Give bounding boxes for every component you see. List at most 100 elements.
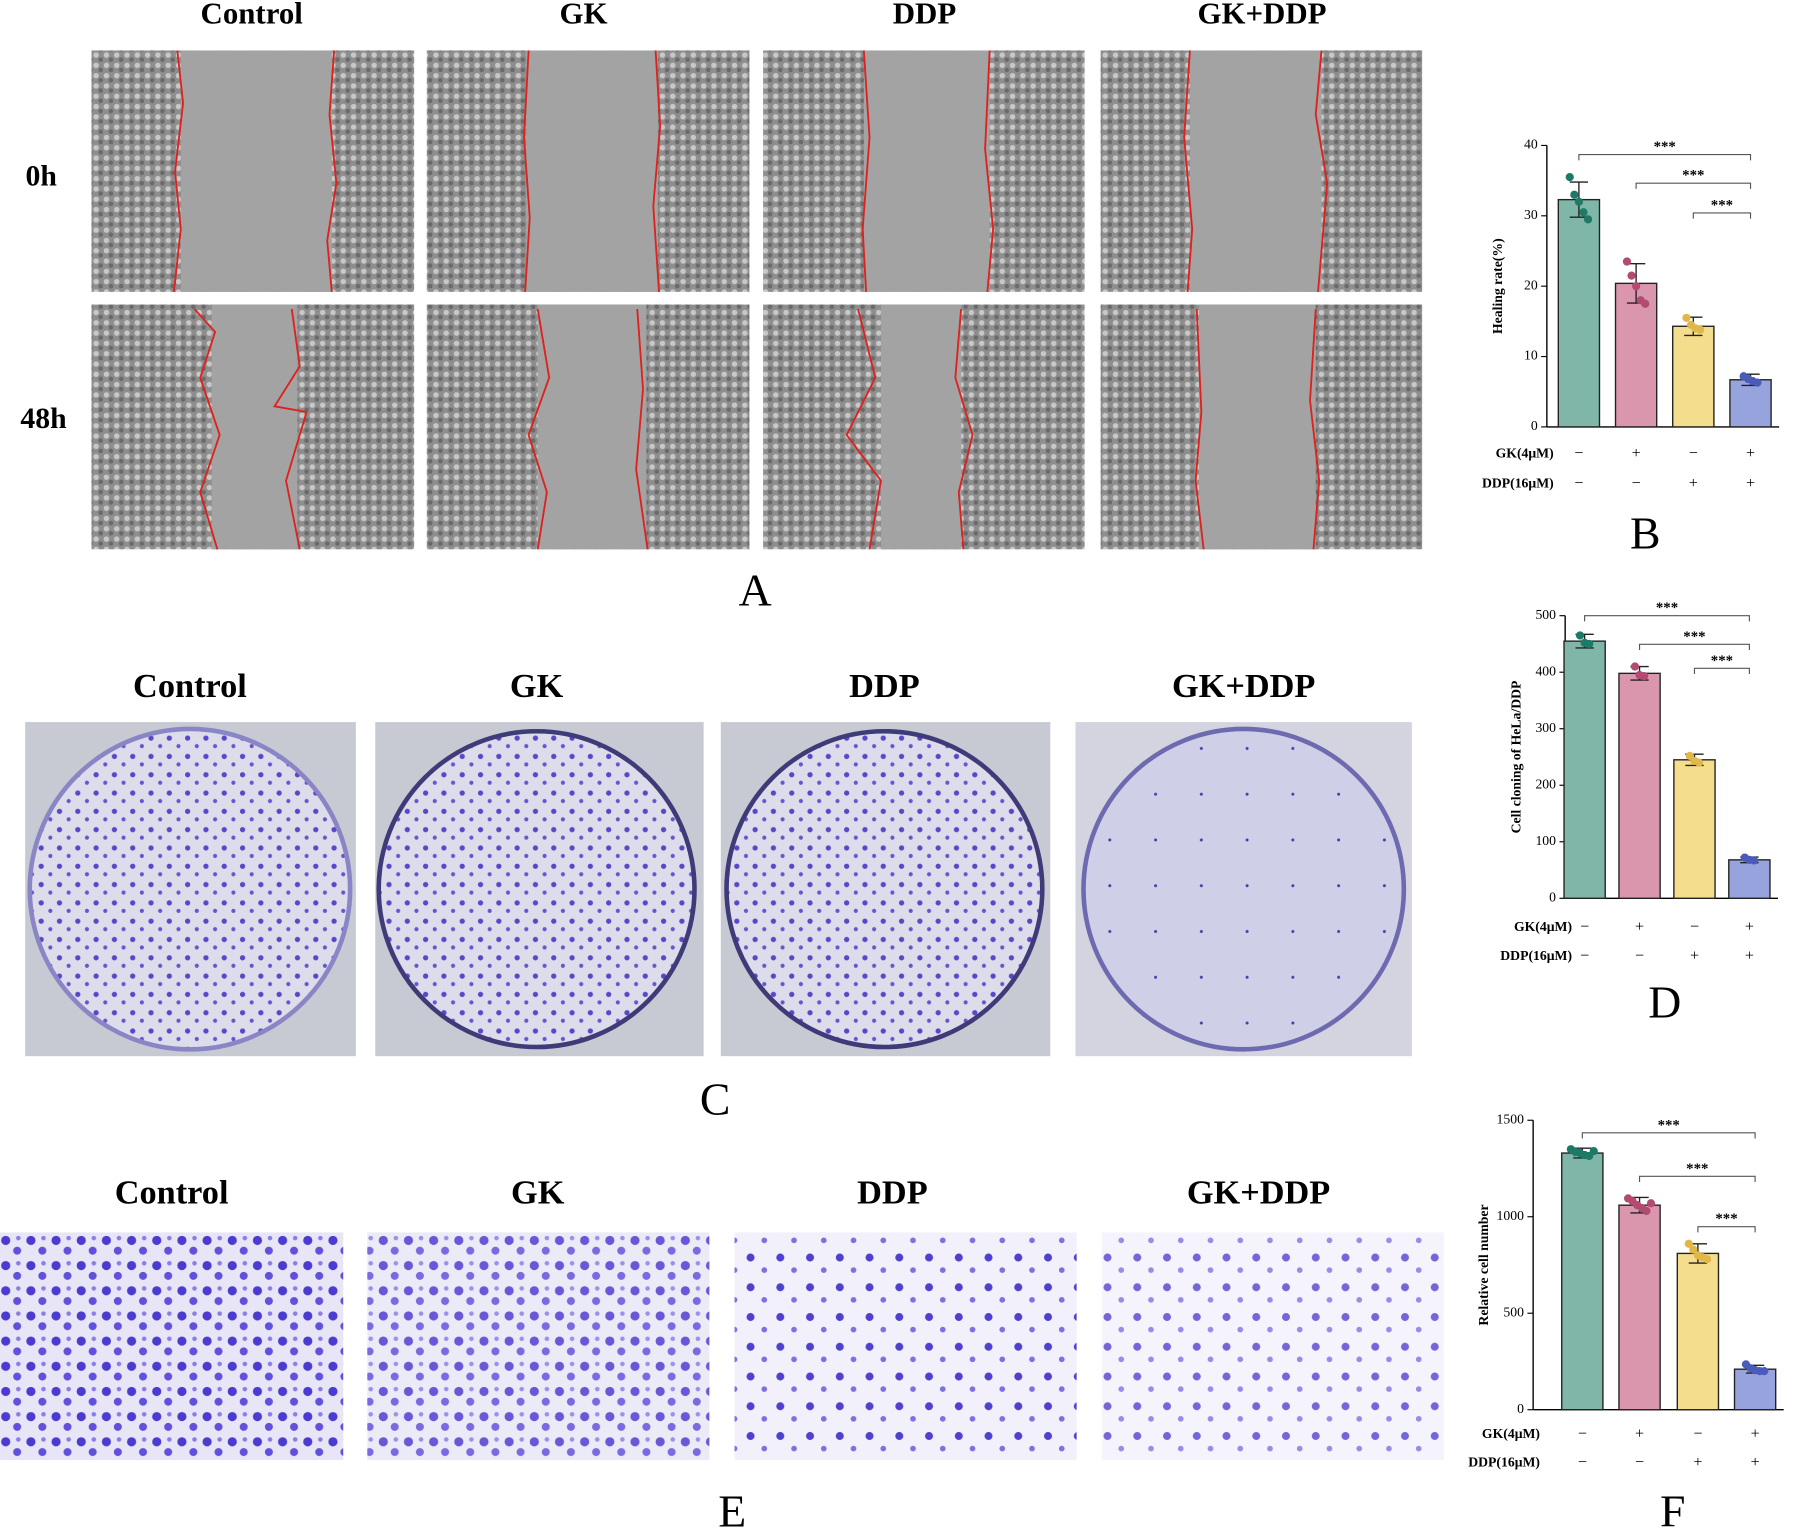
significance-label: *** xyxy=(1686,1161,1708,1177)
y-tick-label: 0 xyxy=(1549,889,1556,904)
y-tick-label: 400 xyxy=(1535,663,1556,678)
panel-letter: B xyxy=(1630,507,1661,558)
panel-letter: D xyxy=(1648,976,1681,1027)
data-point xyxy=(1753,378,1762,387)
y-tick-label: 100 xyxy=(1535,833,1556,848)
condition-sign: − xyxy=(1635,1454,1644,1471)
data-point xyxy=(1646,1199,1656,1208)
data-point xyxy=(1641,299,1650,308)
column-header: Control xyxy=(115,1174,229,1212)
y-axis-label: Healing rate(%) xyxy=(1490,238,1506,334)
condition-sign: + xyxy=(1745,919,1754,936)
column-header: GK+DDP xyxy=(1187,1174,1330,1212)
column-header: DDP xyxy=(849,667,920,705)
condition-label: GK(4μM) xyxy=(1496,446,1554,462)
y-tick-label: 30 xyxy=(1524,207,1538,222)
bar xyxy=(1672,325,1715,428)
bar xyxy=(1614,282,1658,428)
panel-letter: F xyxy=(1660,1486,1685,1537)
data-point xyxy=(1630,662,1640,671)
panel-c: Control GK DDP GK+DDP C xyxy=(25,667,1412,1125)
condition-label: GK(4μM) xyxy=(1514,919,1572,935)
condition-sign: − xyxy=(1574,475,1583,492)
condition-sign: − xyxy=(1693,1426,1702,1443)
bar xyxy=(1676,1252,1720,1411)
bar xyxy=(1673,759,1716,899)
data-point xyxy=(1696,325,1705,334)
condition-sign: + xyxy=(1635,919,1644,936)
column-header: GK+DDP xyxy=(1172,667,1315,705)
column-header: Control xyxy=(133,667,247,705)
data-point xyxy=(1702,1255,1712,1264)
condition-label: GK(4μM) xyxy=(1482,1426,1540,1442)
condition-label: DDP(16μM) xyxy=(1468,1455,1540,1471)
row-header: 48h xyxy=(20,402,67,435)
significance-bracket xyxy=(1638,1175,1756,1183)
data-point xyxy=(1575,631,1585,640)
significance-label: *** xyxy=(1658,1117,1680,1133)
condition-sign: − xyxy=(1632,475,1641,492)
significance-bracket xyxy=(1697,1226,1756,1233)
significance-bracket xyxy=(1692,212,1752,219)
significance-label: *** xyxy=(1656,600,1678,616)
y-tick-label: 500 xyxy=(1535,607,1556,622)
significance-bracket xyxy=(1578,154,1752,161)
significance-label: *** xyxy=(1715,1211,1737,1227)
significance-bracket xyxy=(1693,667,1750,675)
condition-sign: + xyxy=(1746,445,1755,462)
condition-label: DDP(16μM) xyxy=(1482,475,1554,491)
data-point xyxy=(1684,1239,1693,1248)
y-axis-label: Relative cell number xyxy=(1476,1204,1491,1325)
data-point xyxy=(1622,257,1632,266)
data-point xyxy=(1642,1206,1651,1216)
significance-bracket xyxy=(1635,182,1752,189)
column-header: GK xyxy=(559,0,607,30)
condition-label: DDP(16μM) xyxy=(1500,948,1572,964)
data-point xyxy=(1583,215,1593,224)
column-header: GK+DDP xyxy=(1197,0,1326,30)
bar xyxy=(1563,640,1606,899)
condition-sign: − xyxy=(1689,445,1698,462)
row-header: 0h xyxy=(25,159,57,192)
column-header: GK xyxy=(511,1174,565,1212)
data-point xyxy=(1631,282,1641,291)
data-point xyxy=(1689,1245,1698,1254)
condition-sign: − xyxy=(1580,947,1589,964)
data-point xyxy=(1579,208,1588,217)
y-tick-label: 0 xyxy=(1517,1401,1524,1416)
panel-letter: C xyxy=(700,1074,731,1125)
significance-label: *** xyxy=(1711,653,1733,669)
significance-label: *** xyxy=(1654,139,1676,155)
data-point xyxy=(1639,672,1649,681)
y-tick-label: 300 xyxy=(1535,720,1556,735)
y-axis-label: Cell cloning of HeLa/DDP xyxy=(1508,681,1523,834)
y-tick-label: 1500 xyxy=(1497,1111,1525,1126)
condition-sign: + xyxy=(1751,1454,1760,1471)
column-header: Control xyxy=(201,0,304,30)
condition-sign: + xyxy=(1632,445,1641,462)
wound-images xyxy=(91,50,1423,550)
significance-bracket xyxy=(1638,643,1750,651)
y-tick-label: 1000 xyxy=(1497,1208,1525,1223)
data-point xyxy=(1694,758,1704,767)
bar xyxy=(1728,859,1771,899)
data-point xyxy=(1749,856,1759,865)
y-tick-label: 20 xyxy=(1524,277,1538,292)
data-point xyxy=(1585,639,1594,649)
significance-bracket xyxy=(1584,615,1750,622)
panel-letter: A xyxy=(739,565,772,616)
y-tick-label: 200 xyxy=(1535,776,1556,791)
column-header: DDP xyxy=(893,0,956,30)
panel-e: Control GK DDP GK+DDP E xyxy=(0,1174,1444,1537)
condition-sign: + xyxy=(1693,1454,1702,1471)
condition-sign: + xyxy=(1746,475,1755,492)
condition-sign: + xyxy=(1689,475,1698,492)
bar xyxy=(1561,1152,1604,1411)
data-point xyxy=(1570,190,1579,199)
significance-bracket xyxy=(1581,1132,1756,1139)
condition-sign: − xyxy=(1690,919,1699,936)
bar xyxy=(1557,198,1601,428)
y-tick-label: 500 xyxy=(1503,1304,1524,1319)
